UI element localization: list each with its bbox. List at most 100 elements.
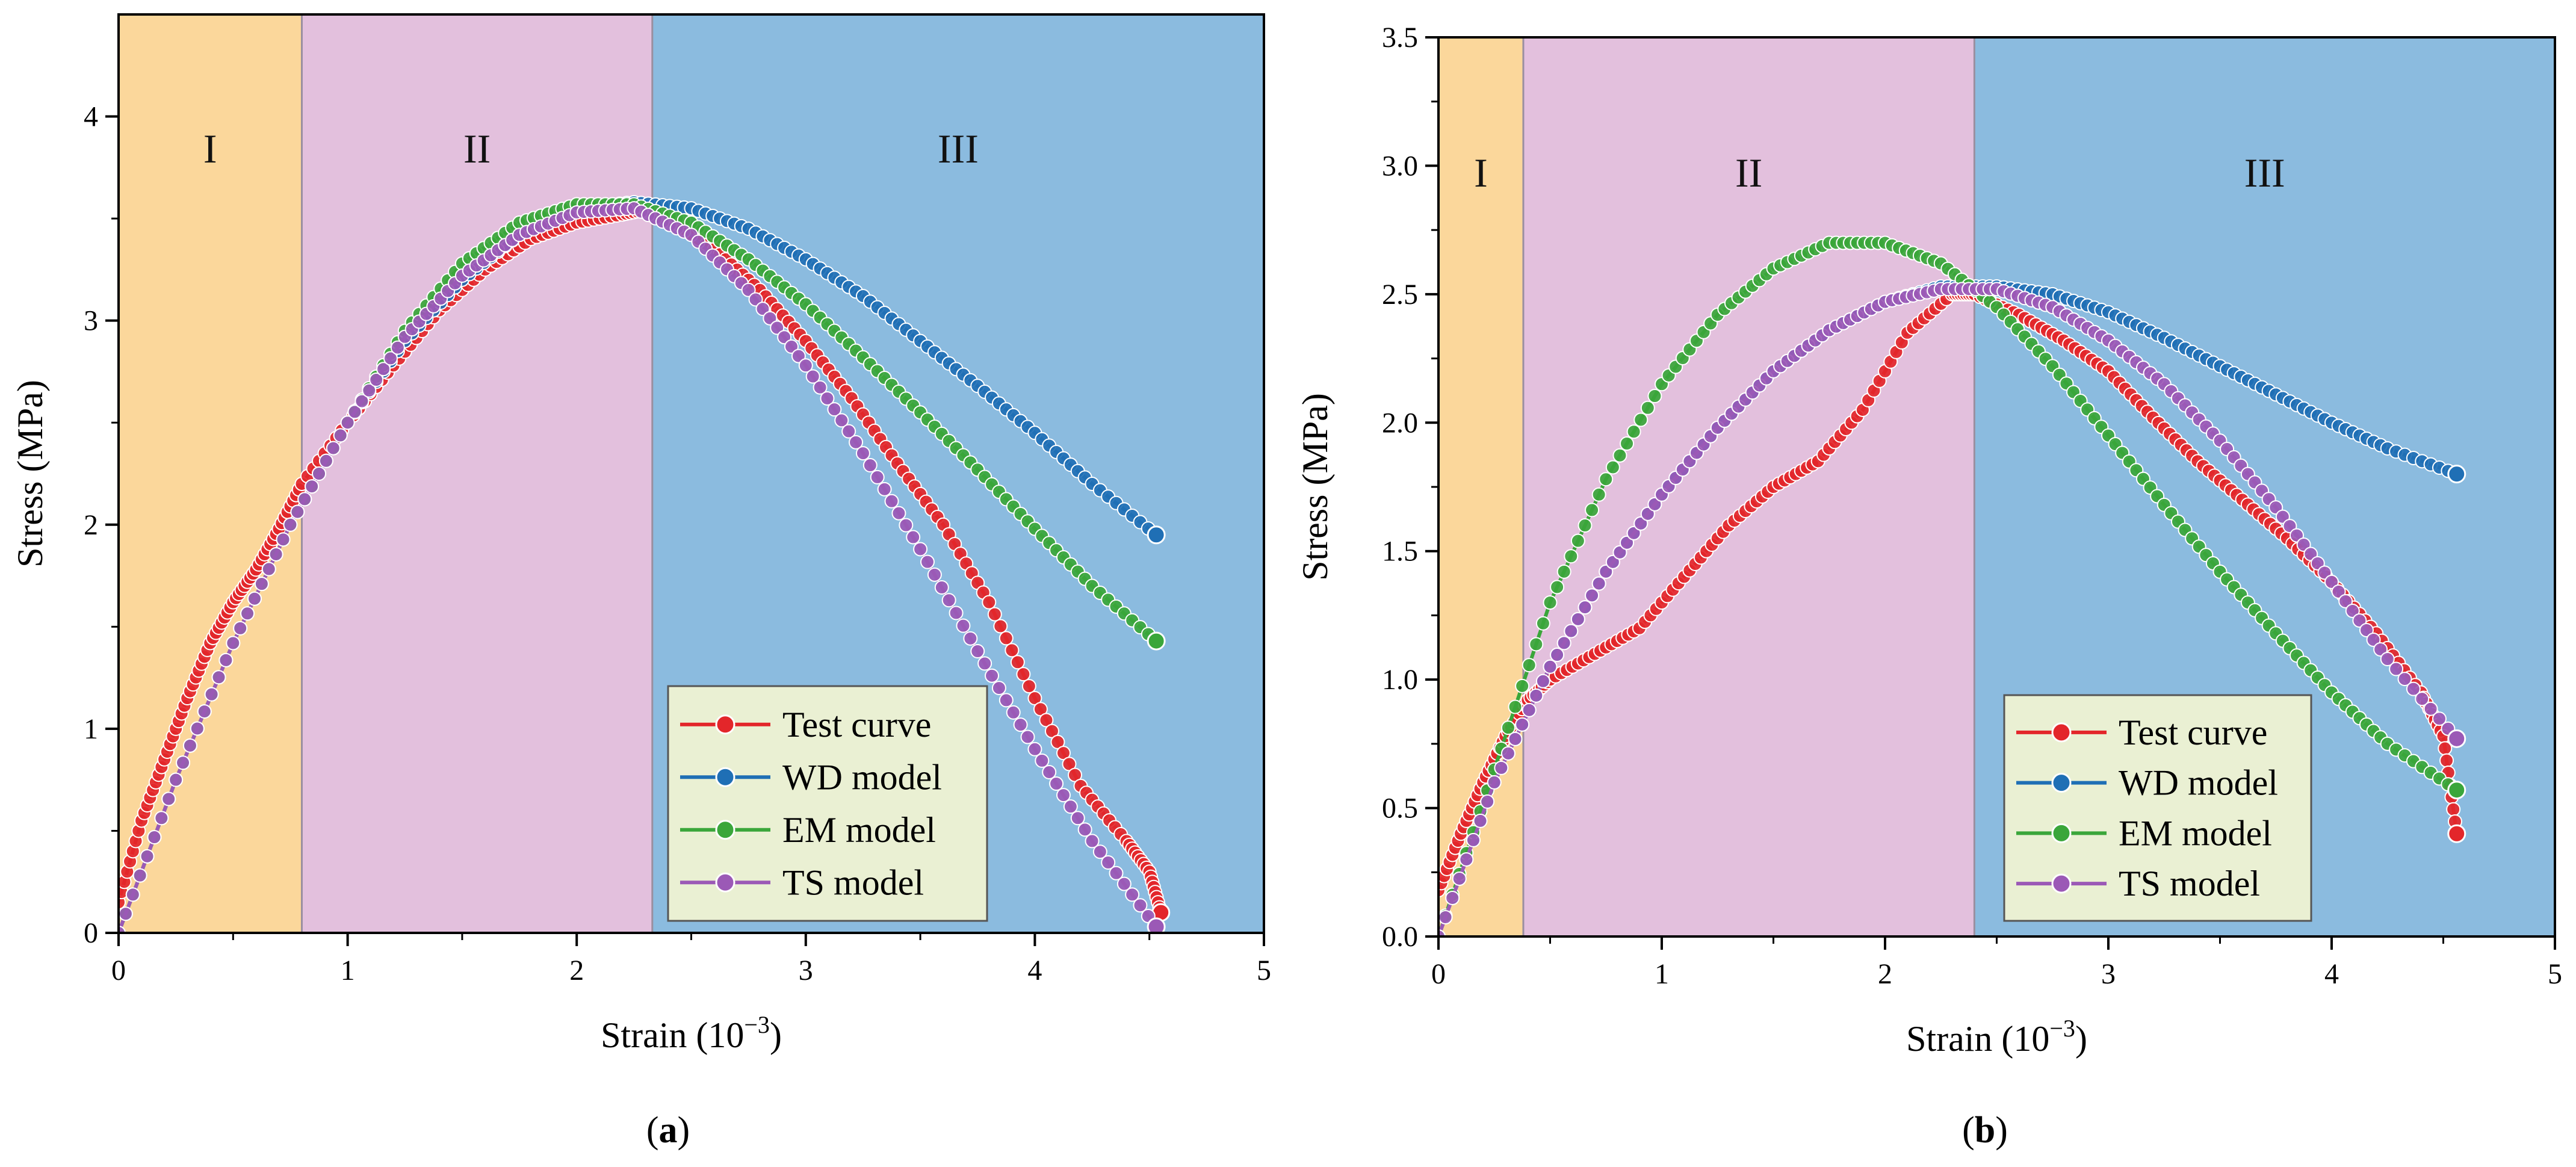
region-label-I: I xyxy=(203,126,217,172)
data-point xyxy=(1550,580,1565,595)
data-point xyxy=(261,562,276,577)
legend-entry: Test curve xyxy=(782,705,931,744)
data-point xyxy=(805,369,820,384)
data-point xyxy=(1620,436,1635,451)
data-point xyxy=(982,595,997,610)
data-point xyxy=(1626,424,1641,439)
x-tick-label: 3 xyxy=(799,955,813,986)
y-tick-label: 3.0 xyxy=(1382,150,1418,182)
x-tick-label: 4 xyxy=(2324,958,2339,990)
data-point xyxy=(1500,746,1516,761)
data-point xyxy=(2423,701,2438,716)
data-point xyxy=(1070,811,1085,826)
legend-marker xyxy=(715,872,735,893)
data-point xyxy=(1049,776,1064,791)
data-point xyxy=(1550,648,1565,663)
y-axis-title: Stress (MPa) xyxy=(10,380,50,568)
data-point xyxy=(1487,775,1502,790)
legend-entry: TS model xyxy=(782,862,924,902)
data-point xyxy=(1092,844,1107,859)
data-point xyxy=(233,621,248,636)
data-point xyxy=(927,567,942,582)
data-point xyxy=(820,391,835,406)
data-point xyxy=(1522,702,1537,717)
data-point xyxy=(240,606,255,621)
x-tick-label: 5 xyxy=(2548,958,2562,990)
data-point xyxy=(305,479,320,494)
data-point xyxy=(1585,503,1600,518)
data-point xyxy=(1620,535,1635,550)
data-point xyxy=(318,453,333,468)
data-point xyxy=(1570,611,1585,627)
data-point xyxy=(1577,600,1593,615)
data-point xyxy=(125,887,140,902)
data-point xyxy=(2331,584,2346,599)
y-axis-title: Stress (MPa) xyxy=(1295,393,1335,581)
y-tick-label: 0.5 xyxy=(1382,793,1418,825)
data-point xyxy=(2432,711,2447,726)
y-tick-label: 1.5 xyxy=(1382,536,1418,568)
data-point xyxy=(333,428,348,443)
data-point xyxy=(884,494,899,509)
data-point xyxy=(1021,679,1036,694)
data-point xyxy=(169,772,184,787)
x-tick-label: 0 xyxy=(111,955,126,986)
data-point xyxy=(999,631,1014,646)
legend: Test curve WD model EM model TS model xyxy=(667,685,988,922)
x-axis-title: Strain (10−3) xyxy=(601,1011,782,1055)
y-tick-label: 3 xyxy=(84,305,98,337)
data-point xyxy=(1056,788,1071,803)
y-tick-label: 0 xyxy=(84,917,98,949)
data-point xyxy=(1147,631,1166,651)
data-point xyxy=(862,458,878,473)
data-point xyxy=(1006,705,1021,720)
legend-marker xyxy=(2051,773,2072,793)
y-tick-label: 2.0 xyxy=(1382,407,1418,439)
data-point xyxy=(949,605,964,621)
data-point xyxy=(906,530,921,545)
data-point xyxy=(2324,574,2339,589)
data-point xyxy=(2352,613,2367,628)
data-point xyxy=(2380,651,2395,666)
region-II xyxy=(1523,37,1975,936)
legend-entry: WD model xyxy=(2119,763,2278,803)
data-point xyxy=(2447,781,2466,800)
data-point xyxy=(390,340,405,355)
y-tick-label: 2 xyxy=(84,509,98,541)
legend-entry: TS model xyxy=(2119,864,2260,903)
series-ts-model xyxy=(1438,282,2466,936)
data-point xyxy=(1101,855,1116,870)
data-point xyxy=(1633,516,1649,531)
data-point xyxy=(934,580,949,595)
data-point xyxy=(1042,764,1057,779)
data-point xyxy=(813,380,828,395)
data-point xyxy=(176,755,191,770)
data-point xyxy=(1612,448,1627,463)
data-point xyxy=(1599,472,1614,487)
data-point xyxy=(1577,518,1593,533)
data-point xyxy=(119,926,126,933)
data-point xyxy=(827,402,842,417)
data-point xyxy=(2338,593,2353,608)
legend-marker xyxy=(715,767,735,787)
data-point xyxy=(161,791,176,806)
data-point xyxy=(899,518,914,533)
data-point xyxy=(741,282,756,297)
data-point xyxy=(1556,636,1571,651)
data-point xyxy=(1438,929,1446,936)
data-point xyxy=(1480,794,1495,809)
data-point xyxy=(1494,760,1509,775)
data-point xyxy=(987,607,1002,622)
data-point xyxy=(855,446,870,461)
region-label-II: II xyxy=(1735,150,1762,196)
y-tick-label: 3.5 xyxy=(1382,22,1418,54)
legend-entry: Test curve xyxy=(2119,713,2267,752)
y-tick-label: 1.0 xyxy=(1382,664,1418,696)
data-point xyxy=(355,394,370,409)
data-point xyxy=(182,738,197,753)
data-point xyxy=(1010,655,1025,670)
legend: Test curve WD model EM model TS model xyxy=(2003,694,2312,922)
data-point xyxy=(841,424,856,439)
data-point xyxy=(1543,659,1558,674)
region-label-I: I xyxy=(1474,150,1488,196)
